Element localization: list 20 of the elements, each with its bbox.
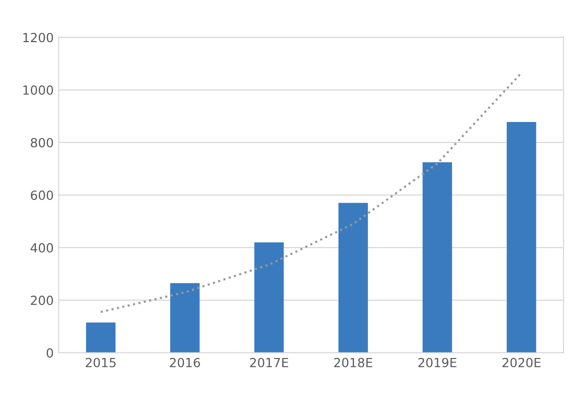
x-tick-label: 2019E	[418, 358, 456, 368]
y-tick-label: 600	[30, 190, 54, 200]
x-tick-label: 2015	[86, 358, 116, 368]
y-tick-label: 1000	[23, 85, 54, 95]
y-tick-label: 200	[30, 296, 54, 306]
x-tick-label: 2017E	[250, 358, 288, 368]
bar	[506, 122, 536, 353]
y-tick-label: 800	[30, 138, 54, 148]
x-tick-label: 2016	[170, 358, 200, 368]
bar	[338, 202, 368, 353]
y-tick-label: 1200	[23, 32, 54, 42]
bar	[254, 242, 284, 353]
x-tick-label: 2020E	[502, 358, 541, 368]
y-tick-label: 400	[30, 243, 54, 253]
bar	[170, 283, 200, 353]
x-tick-label: 2018E	[334, 358, 372, 368]
line-series	[100, 72, 522, 314]
bar	[422, 162, 452, 353]
bar	[86, 322, 116, 353]
y-tick-label: 0	[46, 348, 54, 358]
